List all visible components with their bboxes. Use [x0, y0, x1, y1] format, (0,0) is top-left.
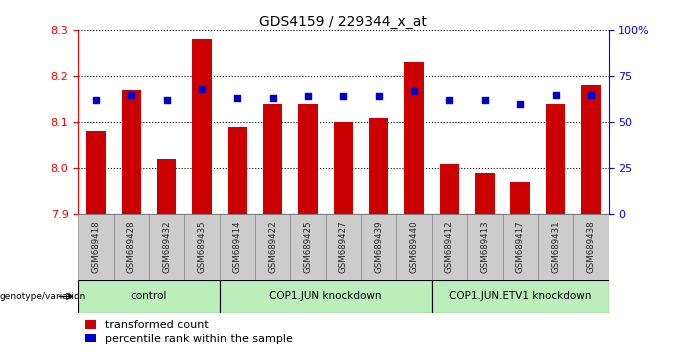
Legend: transformed count, percentile rank within the sample: transformed count, percentile rank withi… — [80, 315, 297, 348]
Bar — [334, 122, 353, 214]
Text: GSM689418: GSM689418 — [91, 221, 101, 273]
Bar — [263, 104, 282, 214]
Text: GSM689435: GSM689435 — [197, 221, 207, 273]
Text: GSM689417: GSM689417 — [515, 221, 525, 273]
Text: GSM689425: GSM689425 — [303, 221, 313, 273]
Bar — [290, 214, 326, 280]
Bar — [149, 214, 184, 280]
Title: GDS4159 / 229344_x_at: GDS4159 / 229344_x_at — [260, 15, 427, 29]
Bar — [405, 62, 424, 214]
Bar — [432, 280, 609, 313]
Text: GSM689432: GSM689432 — [162, 221, 171, 273]
Bar — [581, 85, 600, 214]
Bar — [192, 39, 211, 214]
Bar — [78, 214, 114, 280]
Point — [585, 92, 596, 97]
Bar — [157, 159, 176, 214]
Text: genotype/variation: genotype/variation — [0, 292, 86, 301]
Point — [303, 93, 313, 99]
Point — [161, 97, 172, 103]
Bar — [220, 280, 432, 313]
Bar — [220, 214, 255, 280]
Point — [409, 88, 420, 94]
Bar — [299, 104, 318, 214]
Bar — [467, 214, 503, 280]
Bar — [78, 280, 220, 313]
Bar — [114, 214, 149, 280]
Bar — [255, 214, 290, 280]
Text: GSM689428: GSM689428 — [126, 221, 136, 273]
Bar — [440, 164, 459, 214]
Point — [90, 97, 101, 103]
Bar — [538, 214, 573, 280]
Point — [232, 95, 243, 101]
Bar — [361, 214, 396, 280]
Bar — [86, 131, 105, 214]
Bar — [546, 104, 565, 214]
Bar — [511, 182, 530, 214]
Text: COP1.JUN.ETV1 knockdown: COP1.JUN.ETV1 knockdown — [449, 291, 592, 302]
Bar — [122, 90, 141, 214]
Point — [338, 93, 349, 99]
Bar — [184, 214, 220, 280]
Point — [444, 97, 455, 103]
Bar — [432, 214, 467, 280]
Point — [479, 97, 490, 103]
Text: GSM689431: GSM689431 — [551, 221, 560, 273]
Text: GSM689438: GSM689438 — [586, 221, 596, 273]
Text: control: control — [131, 291, 167, 302]
Text: GSM689422: GSM689422 — [268, 221, 277, 273]
Bar — [326, 214, 361, 280]
Bar — [396, 214, 432, 280]
Text: GSM689427: GSM689427 — [339, 221, 348, 273]
Bar — [369, 118, 388, 214]
Point — [550, 92, 561, 97]
Text: GSM689439: GSM689439 — [374, 221, 384, 273]
Point — [373, 93, 384, 99]
Text: GSM689440: GSM689440 — [409, 221, 419, 273]
Bar — [503, 214, 538, 280]
Point — [267, 95, 278, 101]
Bar — [573, 214, 609, 280]
Bar — [228, 127, 247, 214]
Point — [515, 101, 526, 107]
Bar — [475, 173, 494, 214]
Text: GSM689413: GSM689413 — [480, 221, 490, 273]
Text: COP1.JUN knockdown: COP1.JUN knockdown — [269, 291, 382, 302]
Text: GSM689412: GSM689412 — [445, 221, 454, 273]
Point — [126, 92, 137, 97]
Text: GSM689414: GSM689414 — [233, 221, 242, 273]
Point — [197, 86, 207, 92]
